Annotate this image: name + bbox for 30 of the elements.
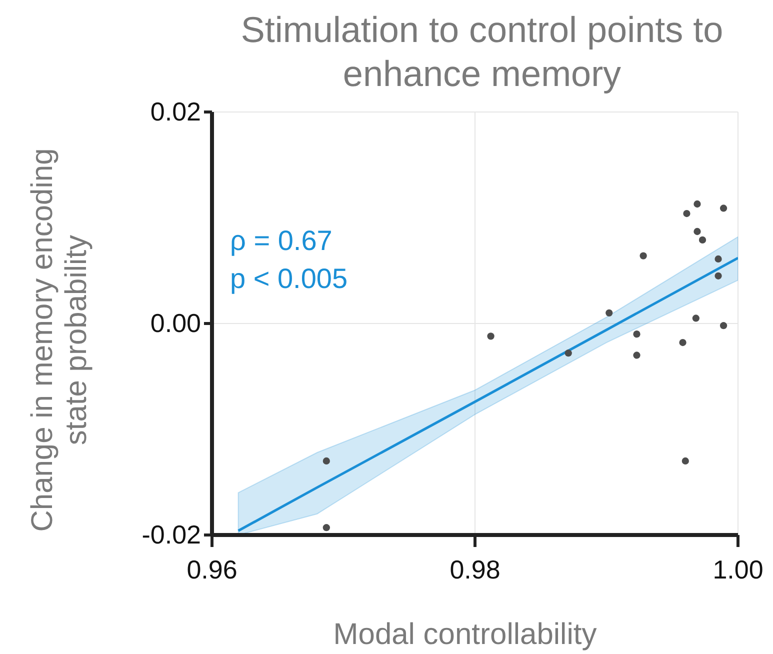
point bbox=[679, 338, 686, 346]
point bbox=[683, 210, 690, 218]
annotation: ρ = 0.67 bbox=[230, 225, 332, 256]
annotation: p < 0.005 bbox=[230, 263, 348, 294]
point bbox=[606, 309, 613, 316]
point bbox=[682, 457, 689, 465]
x-tick-label: 1.00 bbox=[712, 554, 764, 585]
point bbox=[720, 322, 728, 330]
point bbox=[322, 524, 330, 532]
point bbox=[633, 352, 640, 359]
point bbox=[640, 252, 647, 260]
point bbox=[564, 350, 572, 357]
point bbox=[720, 204, 728, 212]
point bbox=[694, 228, 701, 236]
y-tick-label: 0.02 bbox=[150, 96, 201, 126]
y-tick-label: -0.02 bbox=[142, 519, 201, 550]
point bbox=[698, 236, 706, 244]
point bbox=[633, 330, 640, 338]
point bbox=[714, 255, 722, 263]
x-axis-title: Modal controllability bbox=[333, 618, 597, 651]
chart-title: Stimulation to control points to enhance memory bbox=[240, 9, 724, 94]
point bbox=[322, 457, 330, 465]
x-tick-label: 0.96 bbox=[186, 554, 238, 585]
point bbox=[714, 272, 722, 280]
y-tick-label: 0.00 bbox=[150, 308, 201, 338]
y-axis-title: Change in memory encoding state probability bbox=[26, 148, 93, 532]
point bbox=[694, 200, 701, 208]
point bbox=[487, 332, 494, 340]
point bbox=[692, 314, 700, 322]
x-tick-label: 0.98 bbox=[450, 554, 500, 585]
